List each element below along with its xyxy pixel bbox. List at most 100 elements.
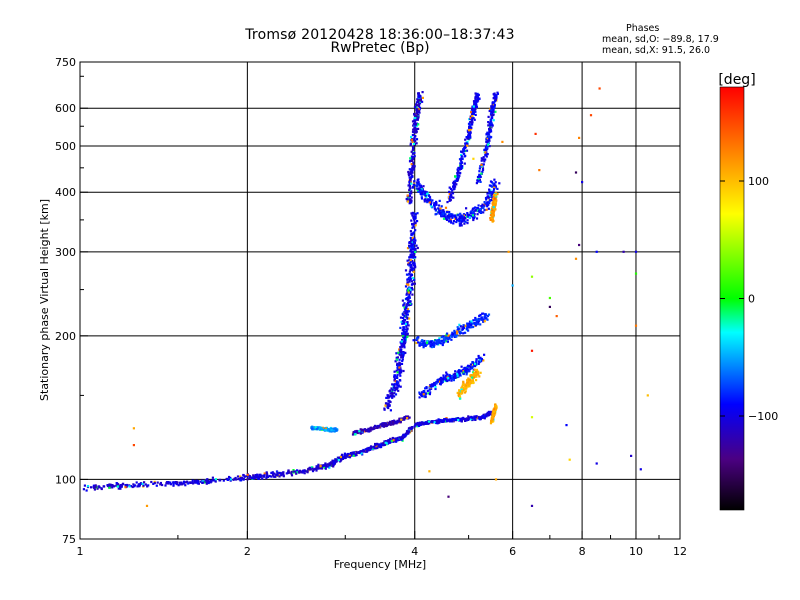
data-point <box>337 459 340 462</box>
data-point <box>125 485 128 488</box>
data-point <box>482 206 485 209</box>
data-point <box>309 468 312 471</box>
data-point <box>410 273 413 276</box>
data-point <box>486 147 489 150</box>
data-point <box>254 474 257 477</box>
data-point <box>129 485 133 488</box>
data-point <box>461 218 465 221</box>
data-point <box>470 215 473 218</box>
data-point <box>399 379 402 382</box>
data-point <box>422 393 425 396</box>
data-point <box>434 387 437 391</box>
data-point <box>433 421 436 424</box>
data-point <box>407 184 410 187</box>
data-point <box>128 485 131 488</box>
data-point <box>483 148 486 151</box>
data-point <box>468 381 472 384</box>
data-point <box>451 216 454 219</box>
data-point <box>465 207 468 210</box>
data-point <box>109 483 112 486</box>
data-point <box>408 317 411 320</box>
data-point <box>494 208 497 211</box>
data-point <box>402 351 405 354</box>
data-point <box>431 420 434 423</box>
data-point <box>442 341 445 344</box>
data-point <box>492 93 495 96</box>
data-point <box>412 277 415 280</box>
data-point <box>493 95 496 98</box>
data-point <box>496 193 499 196</box>
data-point <box>466 381 469 384</box>
data-point <box>434 209 437 212</box>
data-point <box>435 421 438 425</box>
data-point <box>475 321 478 324</box>
data-point <box>382 424 385 427</box>
outlier-point <box>428 470 431 473</box>
data-point <box>415 131 418 134</box>
data-point <box>345 455 348 458</box>
outlier-point <box>646 394 649 397</box>
data-point <box>391 436 394 440</box>
data-point <box>474 416 477 419</box>
data-point <box>302 470 305 473</box>
data-point <box>464 146 467 149</box>
data-point <box>420 197 424 200</box>
data-point <box>437 207 440 210</box>
data-point <box>473 368 476 371</box>
data-point <box>451 377 454 380</box>
data-point <box>412 142 415 145</box>
data-point <box>415 110 418 113</box>
data-point <box>469 375 472 378</box>
data-point <box>411 259 414 263</box>
data-point <box>414 424 417 427</box>
data-point <box>447 377 450 380</box>
data-point <box>396 371 399 374</box>
data-point <box>414 113 417 116</box>
data-point <box>417 181 420 184</box>
data-point <box>409 172 412 175</box>
data-point <box>408 277 411 280</box>
data-point <box>397 384 400 387</box>
phases-box-title: Phases <box>626 23 660 34</box>
data-point <box>365 448 368 451</box>
data-point <box>491 196 494 199</box>
data-point <box>440 380 443 383</box>
data-point <box>300 470 303 473</box>
outlier-point <box>447 495 450 498</box>
data-point <box>380 443 383 446</box>
data-point <box>93 488 96 491</box>
data-point <box>334 427 337 430</box>
data-point <box>400 362 404 365</box>
data-point <box>201 481 204 484</box>
data-point <box>398 358 401 361</box>
data-point <box>397 389 400 392</box>
data-point <box>487 121 490 124</box>
data-point <box>402 303 405 306</box>
data-point <box>478 375 481 378</box>
data-point <box>416 220 419 223</box>
data-point <box>474 107 477 111</box>
data-point <box>193 481 197 484</box>
data-point <box>317 463 320 466</box>
data-point <box>409 263 413 267</box>
data-point <box>389 395 392 398</box>
data-point <box>494 98 497 101</box>
data-point <box>482 156 485 159</box>
data-point <box>471 112 474 115</box>
data-point <box>451 417 454 421</box>
data-point <box>418 424 421 427</box>
data-point <box>421 91 424 94</box>
data-point <box>452 188 455 191</box>
data-point <box>441 380 444 383</box>
data-point <box>492 114 495 117</box>
data-point <box>425 387 428 390</box>
x-tick-label: 10 <box>629 545 643 558</box>
y-axis-label: Stationary phase Virtual Height [km] <box>38 199 51 401</box>
data-point <box>467 415 470 418</box>
data-point <box>472 112 475 115</box>
data-point <box>440 342 443 345</box>
data-point <box>351 433 355 436</box>
data-point <box>489 217 492 220</box>
data-point <box>453 376 456 379</box>
